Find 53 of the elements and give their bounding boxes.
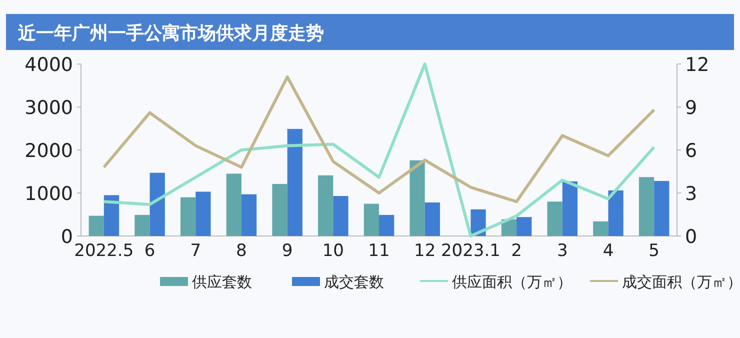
legend-label: 成交套数 [324, 273, 384, 291]
line-series [102, 62, 656, 238]
x-tick-label: 8 [236, 241, 247, 261]
bar [318, 175, 334, 236]
y2-tick-label: 0 [685, 226, 698, 248]
bar [333, 196, 348, 236]
x-tick-label: 3 [556, 241, 568, 261]
bar [287, 128, 302, 236]
y2-tick-label: 3 [685, 183, 698, 205]
y-tick-label: 3000 [24, 97, 73, 119]
x-tick-label: 6 [144, 241, 156, 261]
bar [379, 214, 394, 236]
bar [593, 221, 608, 236]
bar [547, 202, 562, 236]
y2-tick-label: 9 [685, 97, 698, 119]
bar [241, 194, 257, 236]
bar [654, 180, 670, 236]
y-tick-label: 1000 [24, 183, 73, 205]
y-tick-label: 0 [60, 226, 73, 248]
legend-label: 供应面积（万㎡） [452, 273, 572, 291]
bar [88, 216, 104, 236]
bar [180, 197, 196, 236]
bar [134, 214, 150, 236]
bar [424, 202, 440, 236]
x-tick-label: 5 [648, 241, 660, 261]
line-series [102, 75, 656, 204]
y-tick-label: 2000 [24, 140, 73, 162]
legend-label: 供应套数 [192, 273, 252, 291]
y2-tick-label: 6 [685, 140, 698, 162]
y2-tick-label: 12 [685, 54, 710, 76]
bar [410, 160, 425, 236]
bar [104, 195, 120, 236]
bar [272, 184, 288, 236]
x-tick-label: 11 [368, 241, 390, 261]
bar [226, 174, 242, 236]
bar [150, 172, 165, 236]
x-tick-label: 10 [322, 241, 344, 261]
bar [638, 177, 654, 236]
x-tick-label: 2023.1 [440, 241, 500, 261]
x-tick-label: 2022.5 [74, 241, 134, 261]
legend-label: 成交面积（万㎡） [622, 273, 740, 291]
x-tick-label: 12 [414, 241, 436, 261]
x-tick-label: 7 [190, 241, 202, 261]
y-tick-label: 4000 [24, 54, 73, 76]
chart-title: 近一年广州一手公寓市场供求月度走势 [17, 23, 324, 44]
bar [364, 204, 379, 236]
x-tick-label: 4 [602, 241, 614, 261]
bar [562, 181, 578, 236]
bar [196, 192, 211, 236]
bar [608, 190, 624, 236]
bar [516, 217, 532, 236]
x-tick-label: 2 [511, 241, 522, 261]
x-tick-label: 9 [282, 241, 293, 261]
